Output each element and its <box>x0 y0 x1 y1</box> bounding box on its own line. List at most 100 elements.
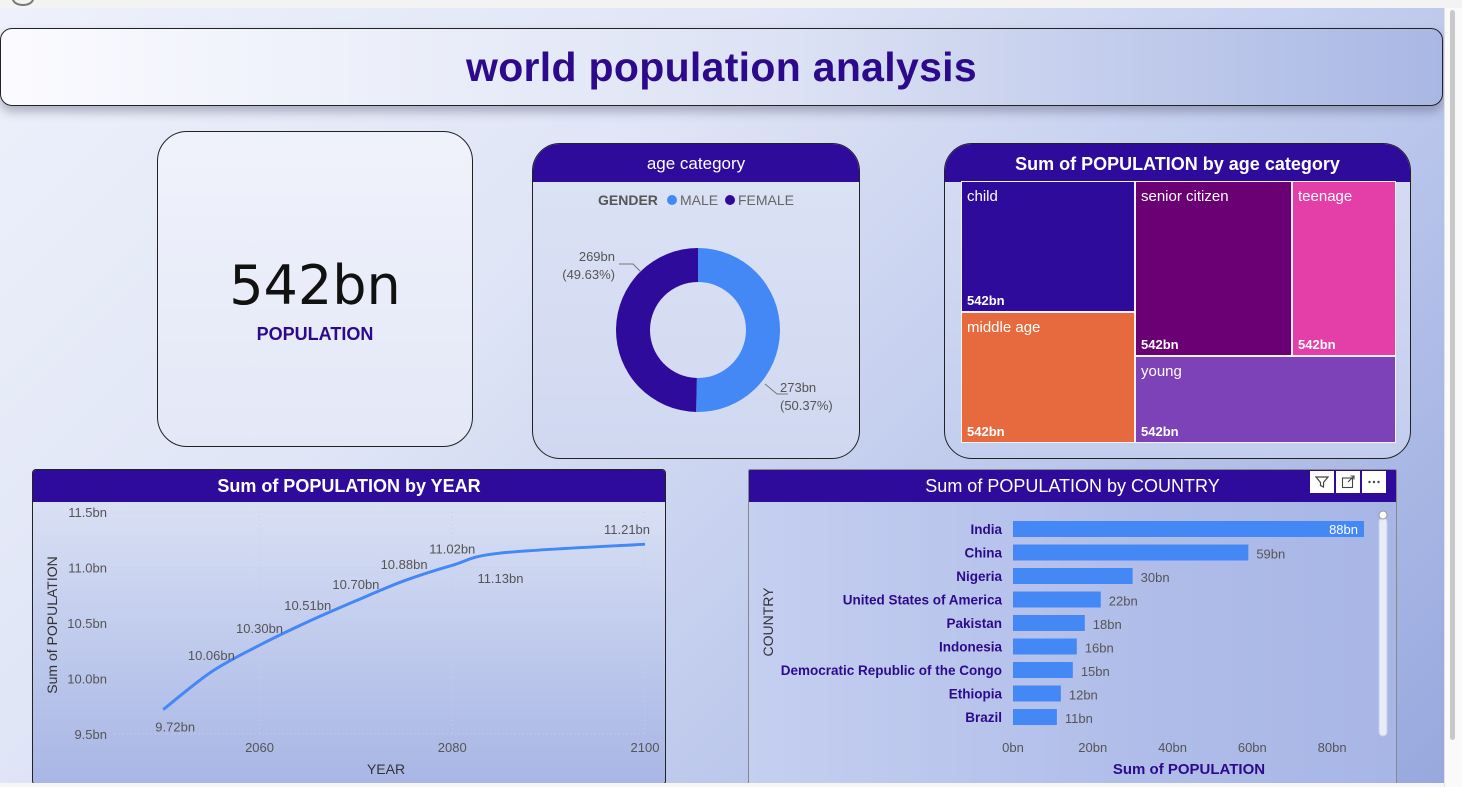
kpi-label: POPULATION <box>256 324 374 344</box>
x-tick-label: 2100 <box>631 740 660 755</box>
y-tick-label: 11.0bn <box>68 561 107 576</box>
treemap-cell-middle-age[interactable]: middle age 542bn <box>961 312 1135 443</box>
legend-entry-female: FEMALE <box>738 192 794 208</box>
line-data-label: 10.70bn <box>332 577 379 592</box>
population-by-year-card[interactable]: Sum of POPULATION by YEAR 9.5bn 10.0bn 10.… <box>32 469 666 785</box>
male-pct-label: (50.37%) <box>780 398 833 413</box>
x-tick-label: 0bn <box>1002 740 1024 755</box>
filter-icon[interactable] <box>1310 471 1334 493</box>
treemap-cell-child[interactable]: child 542bn <box>961 181 1135 312</box>
line-chart[interactable]: 9.5bn 10.0bn 10.5bn 11.0bn 11.5bn 2060 2080 210… <box>33 470 666 785</box>
donut-title: age category <box>533 144 859 182</box>
line-data-label: 10.30bn <box>236 621 283 636</box>
treemap-cell-senior-citizen[interactable]: senior citizen 542bn <box>1135 181 1292 356</box>
bottom-strip <box>0 783 1444 787</box>
line-data-label: 10.06bn <box>188 648 235 663</box>
category-label: Nigeria <box>956 569 1002 584</box>
x-axis-label: Sum of POPULATION <box>1113 761 1265 778</box>
donut-legend: GENDER MALE FEMALE <box>598 192 794 208</box>
treemap-cell-young[interactable]: young 542bn <box>1135 356 1396 443</box>
focus-mode-icon[interactable] <box>1336 471 1360 493</box>
category-label: Democratic Republic of the Congo <box>781 663 1002 678</box>
y-tick-label: 9.5bn <box>74 727 107 742</box>
page-scrollbar[interactable] <box>1444 8 1462 787</box>
population-by-country-card[interactable]: Sum of POPULATION by COUNTRY 0bn 20bn 40bn… <box>748 469 1397 785</box>
bar-nigeria[interactable] <box>1013 568 1133 584</box>
line-data-label: 11.02bn <box>429 541 475 556</box>
line-data-label: 9.72bn <box>155 720 195 735</box>
bar-brazil[interactable] <box>1013 709 1057 725</box>
bar-data-label: 59bn <box>1256 547 1285 562</box>
scrollbar-thumb[interactable] <box>1450 10 1455 740</box>
bar-data-label: 22bn <box>1109 594 1138 609</box>
bar-india[interactable] <box>1013 521 1364 537</box>
line-chart-title: Sum of POPULATION by YEAR <box>33 470 665 502</box>
bar-china[interactable] <box>1013 544 1249 561</box>
male-leader-line <box>764 383 788 395</box>
treemap-cell-value: 542bn <box>1141 424 1179 439</box>
title-banner: world population analysis <box>0 28 1443 106</box>
more-options-icon[interactable] <box>1362 471 1386 493</box>
age-category-treemap-card[interactable]: Sum of POPULATION by age category child 5… <box>944 143 1411 459</box>
bar-chart[interactable]: 0bn 20bn 40bn 60bn 80bn Sum of POPULATION COUN… <box>749 470 1397 785</box>
category-label: India <box>970 522 1002 537</box>
bar-ethiopia[interactable] <box>1013 685 1061 702</box>
top-strip <box>0 0 1462 8</box>
donut-slice-male[interactable] <box>696 248 780 412</box>
y-tick-label: 10.5bn <box>67 616 107 631</box>
legend-marker <box>725 195 735 205</box>
population-line-series[interactable] <box>162 542 646 711</box>
treemap-cell-teenage[interactable]: teenage 542bn <box>1292 181 1396 356</box>
treemap-cell-value: 542bn <box>967 424 1005 439</box>
treemap-cell-label: middle age <box>967 319 1041 336</box>
bar-democratic-republic-of-the-congo[interactable] <box>1013 662 1073 678</box>
bar-data-label: 11bn <box>1065 711 1093 726</box>
treemap-title: Sum of POPULATION by age category <box>945 144 1410 182</box>
category-label: China <box>964 546 1002 561</box>
y-axis-label: Sum of POPULATION <box>44 556 60 693</box>
legend-entry-male: MALE <box>680 192 718 208</box>
category-label: Indonesia <box>939 640 1003 655</box>
bar-data-label: 30bn <box>1141 570 1170 585</box>
population-kpi-card[interactable]: 542bn POPULATION <box>157 131 473 447</box>
male-value-label: 273bn <box>780 380 816 395</box>
bar-pakistan[interactable] <box>1013 615 1085 631</box>
legend-marker <box>667 195 677 205</box>
line-data-label: 10.88bn <box>381 557 428 572</box>
bar-data-label: 88bn <box>1329 522 1358 537</box>
x-axis-label: YEAR <box>367 761 405 777</box>
treemap-cell-label: senior citizen <box>1141 188 1229 205</box>
female-pct-label: (49.63%) <box>562 267 615 282</box>
treemap-cell-label: teenage <box>1298 188 1353 205</box>
donut-chart[interactable]: GENDER MALE FEMALE 273bn (50.37%) 269bn (49.63… <box>533 144 860 459</box>
category-label: Pakistan <box>946 616 1002 631</box>
bar-data-label: 18bn <box>1093 617 1122 632</box>
bar-scrollbar[interactable] <box>1378 517 1388 737</box>
female-value-label: 269bn <box>579 249 615 264</box>
y-axis-label: COUNTRY <box>760 587 776 657</box>
x-tick-label: 20bn <box>1078 740 1107 755</box>
treemap-cell-value: 542bn <box>1298 337 1336 352</box>
x-tick-label: 40bn <box>1158 740 1187 755</box>
bar-chart-title: Sum of POPULATION by COUNTRY <box>749 470 1396 502</box>
line-data-label: 11.13bn <box>477 571 523 586</box>
bar-indonesia[interactable] <box>1013 638 1077 655</box>
kpi-value: 542bn <box>229 254 401 317</box>
bar-data-label: 12bn <box>1069 688 1098 703</box>
donut-slice-female[interactable] <box>615 248 698 412</box>
bar-data-label: 15bn <box>1081 664 1110 679</box>
line-data-label: 11.21bn <box>604 522 650 537</box>
bar-united-states-of-america[interactable] <box>1013 591 1101 608</box>
female-leader-line <box>619 263 642 273</box>
page-title: world population analysis <box>466 43 977 90</box>
x-tick-label: 2060 <box>245 740 274 755</box>
age-category-donut-card[interactable]: age category GENDER MALE FEMALE 273bn (50.37… <box>532 143 860 459</box>
x-tick-label: 80bn <box>1318 740 1347 755</box>
category-label: United States of America <box>843 593 1003 608</box>
treemap-cell-value: 542bn <box>1141 337 1179 352</box>
treemap-cell-value: 542bn <box>967 293 1005 308</box>
scroll-handle-icon[interactable] <box>1378 510 1388 520</box>
category-label: Brazil <box>965 710 1002 725</box>
x-tick-label: 2080 <box>438 740 467 755</box>
legend-title: GENDER <box>598 192 658 208</box>
